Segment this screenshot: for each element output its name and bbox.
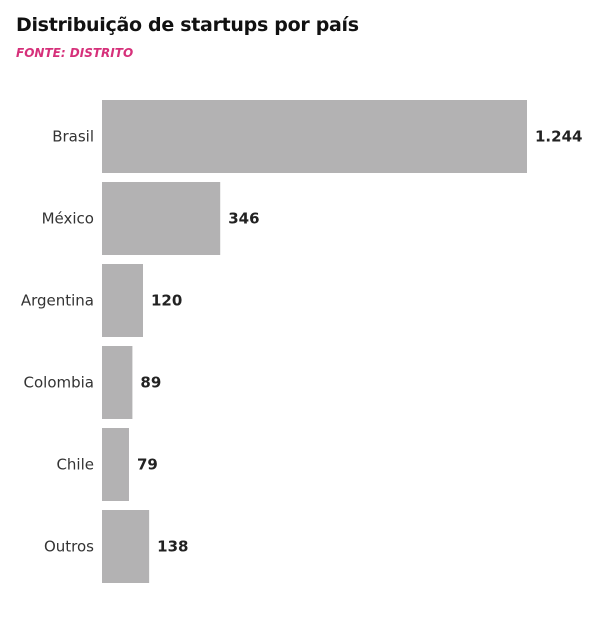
bar-chile — [102, 428, 129, 501]
data-label: 138 — [157, 538, 188, 556]
data-label: 1.244 — [535, 128, 582, 146]
chart-title: Distribuição de startups por país — [16, 14, 359, 36]
bar-brasil — [102, 100, 527, 173]
bar-argentina — [102, 264, 143, 337]
data-label: 89 — [140, 374, 161, 392]
bar-outros — [102, 510, 150, 583]
category-label: Argentina — [21, 292, 94, 310]
chart-source: FONTE: DISTRITO — [16, 46, 134, 60]
bar-méxico — [102, 182, 221, 255]
bar-colombia — [102, 346, 133, 419]
category-label: Brasil — [52, 128, 94, 146]
data-label: 120 — [151, 292, 182, 310]
category-label: Outros — [44, 538, 94, 556]
category-label: México — [42, 210, 94, 228]
category-label: Colombia — [24, 374, 95, 392]
data-label: 79 — [137, 456, 158, 474]
category-label: Chile — [56, 456, 94, 474]
data-label: 346 — [228, 210, 259, 228]
